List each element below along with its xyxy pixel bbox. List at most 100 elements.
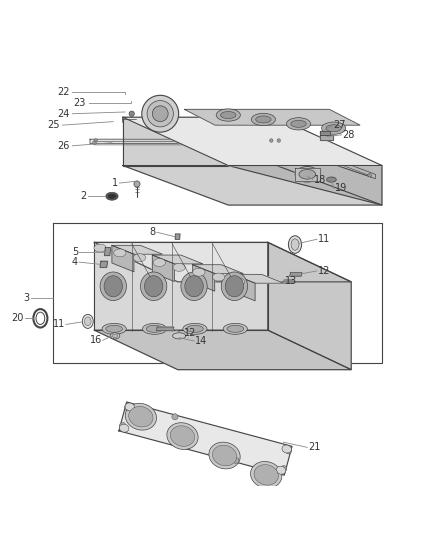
Ellipse shape xyxy=(173,263,185,271)
Circle shape xyxy=(269,139,272,142)
Ellipse shape xyxy=(288,236,301,253)
Ellipse shape xyxy=(104,276,122,297)
Text: 1: 1 xyxy=(112,178,118,188)
Ellipse shape xyxy=(110,333,120,339)
Text: 5: 5 xyxy=(72,247,78,256)
Text: 3: 3 xyxy=(24,293,30,303)
Ellipse shape xyxy=(182,324,207,334)
Ellipse shape xyxy=(276,466,285,474)
Text: 21: 21 xyxy=(307,442,320,453)
Ellipse shape xyxy=(82,314,93,328)
Text: 11: 11 xyxy=(53,319,65,329)
Circle shape xyxy=(285,448,291,454)
Ellipse shape xyxy=(108,194,116,198)
Ellipse shape xyxy=(251,114,275,126)
Ellipse shape xyxy=(281,445,291,453)
Ellipse shape xyxy=(125,403,134,411)
Polygon shape xyxy=(289,273,301,276)
Polygon shape xyxy=(320,135,332,140)
Polygon shape xyxy=(123,166,381,205)
Ellipse shape xyxy=(212,445,236,466)
Polygon shape xyxy=(192,265,214,291)
Ellipse shape xyxy=(225,276,243,297)
Ellipse shape xyxy=(294,167,318,182)
Circle shape xyxy=(280,466,286,472)
Text: 8: 8 xyxy=(149,227,155,237)
Text: 24: 24 xyxy=(57,109,69,119)
Circle shape xyxy=(92,141,96,144)
Ellipse shape xyxy=(223,324,247,334)
Ellipse shape xyxy=(128,407,153,427)
Polygon shape xyxy=(104,248,110,255)
Circle shape xyxy=(134,181,140,187)
Circle shape xyxy=(171,414,177,420)
Polygon shape xyxy=(283,280,293,283)
Ellipse shape xyxy=(216,109,240,121)
Circle shape xyxy=(233,457,239,464)
Polygon shape xyxy=(320,131,329,135)
Polygon shape xyxy=(192,265,243,273)
Text: 4: 4 xyxy=(72,257,78,267)
Ellipse shape xyxy=(226,325,243,333)
Ellipse shape xyxy=(125,403,156,430)
Circle shape xyxy=(147,101,173,127)
Ellipse shape xyxy=(208,442,240,469)
Ellipse shape xyxy=(250,462,281,488)
Text: 26: 26 xyxy=(57,141,69,151)
Ellipse shape xyxy=(221,272,247,301)
Text: 19: 19 xyxy=(334,183,346,193)
Ellipse shape xyxy=(133,254,145,262)
Text: 20: 20 xyxy=(11,313,24,324)
Ellipse shape xyxy=(153,259,165,266)
Polygon shape xyxy=(228,117,381,205)
Polygon shape xyxy=(94,330,350,370)
Ellipse shape xyxy=(255,116,271,123)
Polygon shape xyxy=(152,255,202,264)
Ellipse shape xyxy=(142,324,166,334)
Polygon shape xyxy=(119,402,291,475)
Ellipse shape xyxy=(184,276,203,297)
Ellipse shape xyxy=(100,272,126,301)
Ellipse shape xyxy=(172,333,185,339)
Polygon shape xyxy=(123,117,381,166)
Ellipse shape xyxy=(113,249,126,257)
Circle shape xyxy=(129,111,134,116)
Polygon shape xyxy=(123,117,228,166)
Circle shape xyxy=(152,106,168,122)
Polygon shape xyxy=(184,109,359,125)
Ellipse shape xyxy=(144,276,162,297)
Polygon shape xyxy=(90,139,374,179)
Ellipse shape xyxy=(112,334,117,337)
Circle shape xyxy=(94,139,97,142)
Text: 11: 11 xyxy=(317,235,329,244)
Ellipse shape xyxy=(232,278,244,286)
Ellipse shape xyxy=(106,192,118,200)
Ellipse shape xyxy=(94,244,106,252)
Polygon shape xyxy=(100,261,107,268)
Ellipse shape xyxy=(325,125,341,132)
Polygon shape xyxy=(112,245,162,254)
Ellipse shape xyxy=(106,325,122,333)
Polygon shape xyxy=(112,245,134,272)
Circle shape xyxy=(367,173,371,177)
Ellipse shape xyxy=(290,239,298,251)
Text: 16: 16 xyxy=(89,335,102,345)
Text: 13: 13 xyxy=(284,276,296,286)
Polygon shape xyxy=(94,243,267,330)
Ellipse shape xyxy=(220,111,236,118)
Ellipse shape xyxy=(254,465,278,485)
Ellipse shape xyxy=(102,324,126,334)
Ellipse shape xyxy=(140,272,166,301)
Polygon shape xyxy=(233,274,283,283)
Polygon shape xyxy=(294,168,319,181)
Ellipse shape xyxy=(186,325,203,333)
Text: 12: 12 xyxy=(183,328,195,338)
Text: 18: 18 xyxy=(313,175,325,184)
Ellipse shape xyxy=(212,273,224,281)
Circle shape xyxy=(276,139,280,142)
Polygon shape xyxy=(233,274,254,301)
Polygon shape xyxy=(156,327,173,330)
Polygon shape xyxy=(152,255,174,281)
Ellipse shape xyxy=(170,426,194,446)
Polygon shape xyxy=(94,243,350,282)
